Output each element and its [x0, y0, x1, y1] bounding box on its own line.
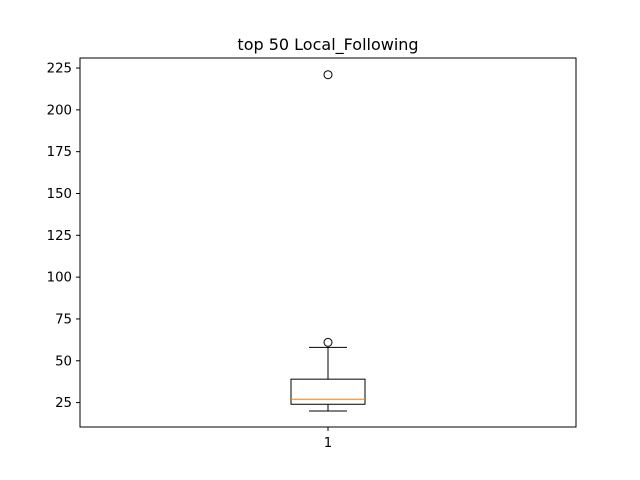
y-tick-label: 100	[47, 271, 72, 286]
y-tick-label: 150	[47, 187, 72, 202]
plot-area: 25 50 75 100 125 150 175 200 225 1	[47, 62, 366, 451]
y-tick-label: 75	[55, 312, 72, 327]
y-tick-label: 175	[47, 145, 72, 160]
outlier-point	[323, 70, 333, 80]
iqr-box	[290, 378, 366, 405]
outlier-point	[323, 337, 333, 347]
axes-frame	[79, 57, 577, 428]
y-tick-label: 50	[55, 354, 72, 369]
chart-title: top 50 Local_Following	[237, 35, 418, 55]
y-tick-label: 225	[47, 62, 72, 77]
x-tick-label: 1	[324, 436, 332, 451]
y-tick-label: 125	[47, 229, 72, 244]
y-tick-label: 200	[47, 103, 72, 118]
y-tick-label: 25	[55, 396, 72, 411]
